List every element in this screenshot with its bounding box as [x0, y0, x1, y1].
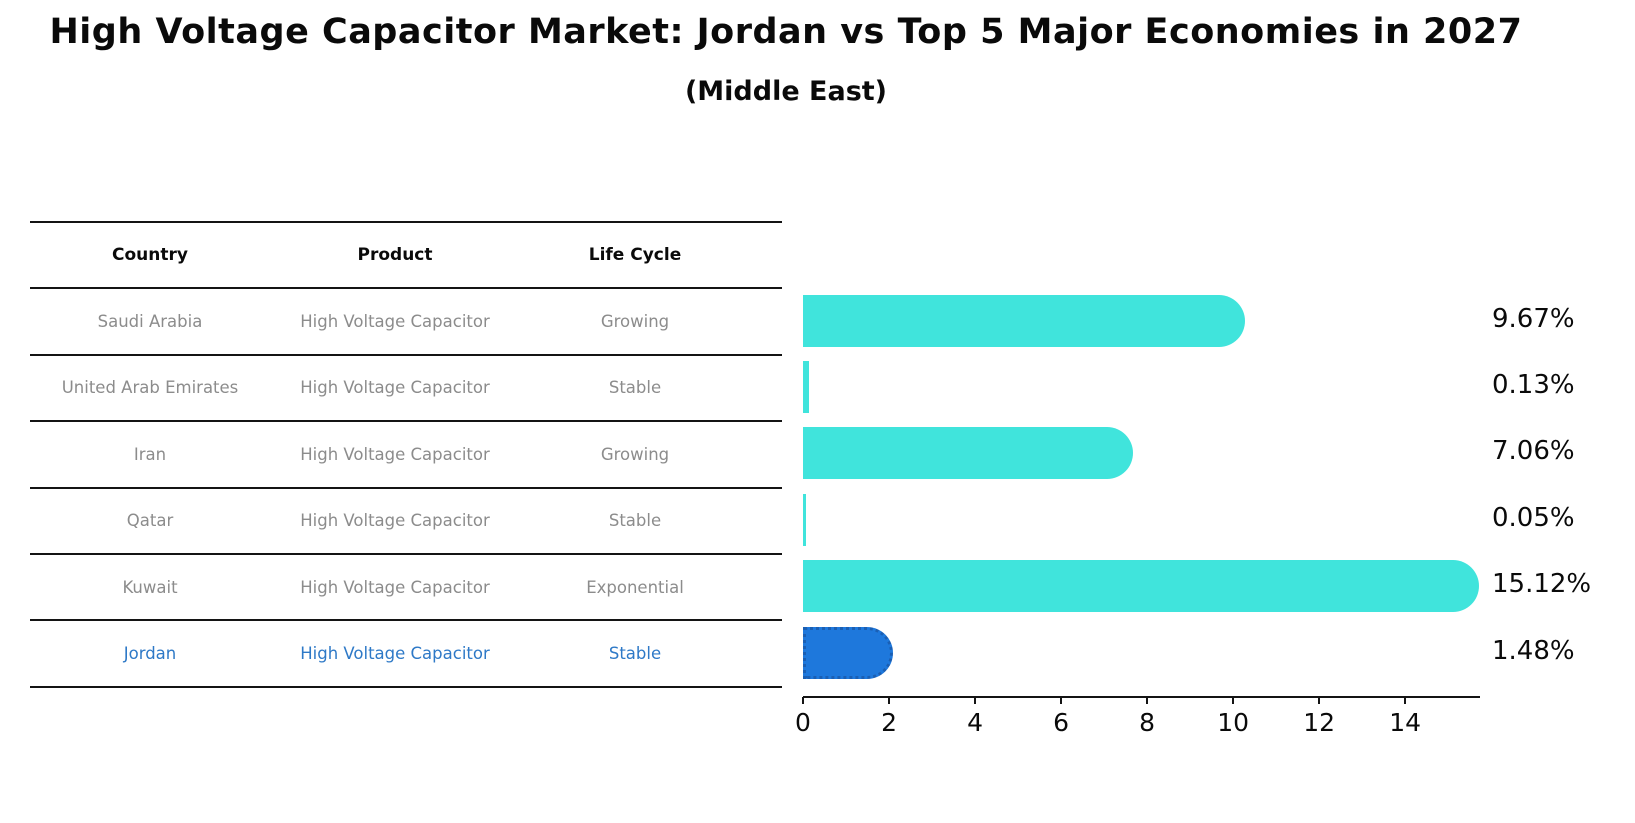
x-tick-label: 12 [1303, 708, 1336, 737]
chart-subtitle: (Middle East) [684, 76, 888, 107]
bar-qatar [803, 493, 806, 546]
x-tick-label: 4 [967, 708, 983, 737]
value-label-iran: 7.06% [1492, 436, 1575, 467]
value-label-jordan: 1.48% [1492, 635, 1575, 666]
cell-life-cycle: Stable [608, 378, 662, 398]
x-tick-mark [974, 697, 977, 704]
chart-title: High Voltage Capacitor Market: Jordan vs… [49, 12, 1523, 52]
x-tick-label: 0 [795, 708, 811, 737]
x-tick-mark [1232, 697, 1235, 704]
table-row-jordan: Jordan High Voltage Capacitor Stable [30, 621, 782, 688]
table-row-iran: Iran High Voltage Capacitor Growing [30, 422, 782, 489]
header-cell-life-cycle: Life Cycle [588, 245, 682, 266]
cell-product: High Voltage Capacitor [300, 378, 490, 398]
x-tick-mark [1146, 697, 1149, 704]
x-tick-mark [888, 697, 891, 704]
bar-iran [803, 427, 1133, 480]
x-tick-label: 14 [1389, 708, 1422, 737]
x-tick-mark [1404, 697, 1407, 704]
cell-country: Jordan [123, 644, 177, 664]
cell-country: Iran [133, 444, 167, 464]
table-row-saudi-arabia: Saudi Arabia High Voltage Capacitor Growin… [30, 289, 782, 356]
cell-life-cycle: Growing [600, 444, 670, 464]
header-cell-country: Country [112, 245, 188, 266]
bar-chart-plot-area [803, 221, 1480, 698]
data-table: Country Product Life Cycle Saudi Arabia Hig… [30, 221, 782, 688]
bar-jordan [803, 626, 893, 679]
table-row-kuwait: Kuwait High Voltage Capacitor Exponential [30, 555, 782, 622]
x-tick-mark [1318, 697, 1321, 704]
cell-product: High Voltage Capacitor [300, 511, 490, 531]
x-tick-label: 8 [1139, 708, 1156, 737]
header-cell-product: Product [357, 245, 433, 266]
value-label-kuwait: 15.12% [1492, 569, 1592, 600]
cell-country: United Arab Emirates [61, 378, 239, 398]
table-header-row: Country Product Life Cycle [30, 223, 782, 290]
x-tick-label: 6 [1053, 708, 1070, 737]
x-tick-label: 2 [881, 708, 897, 737]
cell-country: Qatar [126, 511, 174, 531]
table-body: Saudi Arabia High Voltage Capacitor Growin… [30, 289, 782, 688]
cell-product: High Voltage Capacitor [300, 444, 490, 464]
cell-country: Kuwait [122, 577, 178, 597]
x-tick-label: 10 [1217, 708, 1250, 737]
value-label-united-arab-emirates: 0.13% [1492, 370, 1575, 400]
bar-saudi-arabia [803, 294, 1245, 347]
value-label-saudi-arabia: 9.67% [1492, 303, 1575, 334]
cell-life-cycle: Growing [600, 312, 670, 332]
table-row-qatar: Qatar High Voltage Capacitor Stable [30, 489, 782, 555]
value-label-qatar: 0.05% [1492, 502, 1575, 533]
cell-product: High Voltage Capacitor [300, 312, 490, 332]
cell-life-cycle: Stable [608, 644, 662, 664]
cell-life-cycle: Stable [608, 511, 662, 531]
x-tick-mark [802, 697, 804, 704]
cell-product: High Voltage Capacitor [300, 577, 490, 597]
bar-united-arab-emirates [803, 361, 809, 413]
x-tick-mark [1060, 697, 1063, 704]
cell-country: Saudi Arabia [97, 312, 203, 332]
cell-life-cycle: Exponential [586, 577, 684, 597]
bar-kuwait [803, 560, 1480, 613]
table-row-united-arab-emirates: United Arab Emirates High Voltage Capacit… [30, 356, 782, 423]
cell-product: High Voltage Capacitor [300, 644, 490, 664]
